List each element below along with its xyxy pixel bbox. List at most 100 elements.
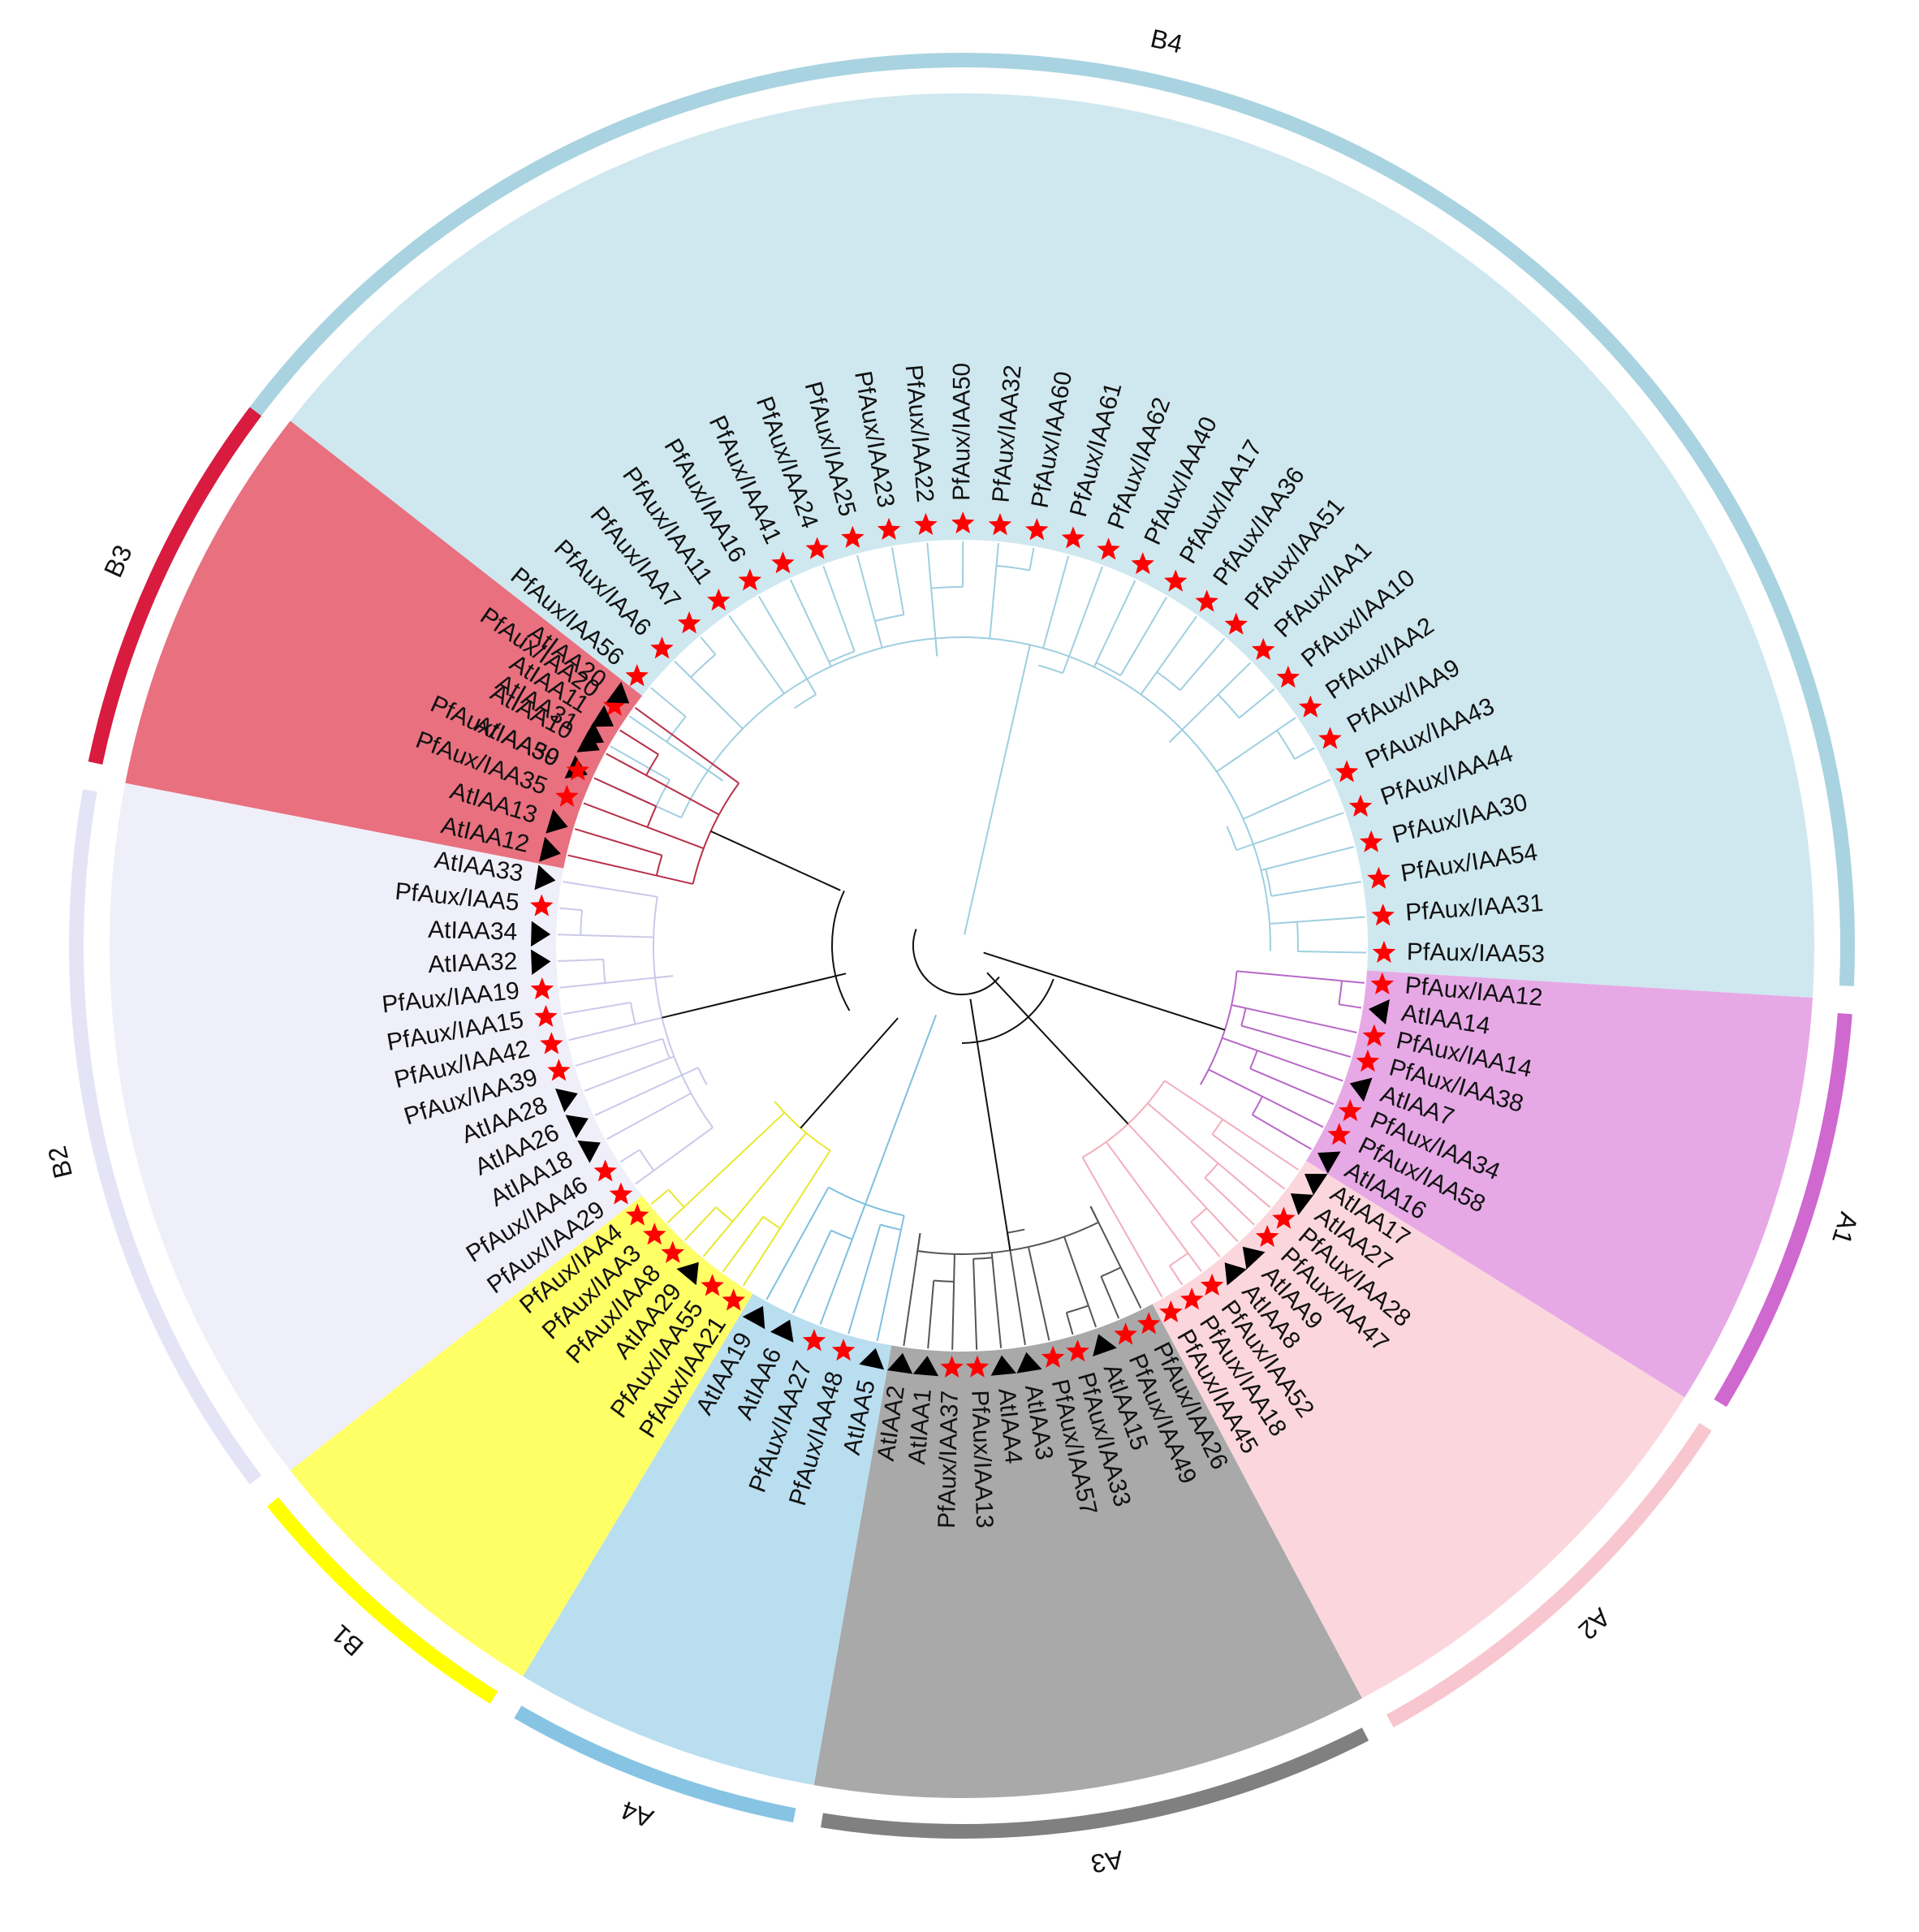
branch [931, 586, 964, 589]
branch [710, 830, 841, 891]
branch [916, 1233, 921, 1252]
clade-label-b4: B4 [1148, 24, 1185, 59]
branch [707, 770, 723, 782]
star-marker [707, 589, 731, 611]
star-marker [1339, 1098, 1362, 1122]
star-marker [1061, 526, 1085, 549]
branch [847, 1224, 882, 1335]
star-marker [1114, 1322, 1137, 1345]
branch [762, 1216, 781, 1230]
branch [1276, 730, 1296, 760]
clade-label-b2: B2 [42, 1143, 78, 1180]
star-marker [1159, 1300, 1183, 1322]
star-marker [1195, 589, 1218, 612]
branch [558, 934, 649, 938]
star-marker [1097, 537, 1120, 560]
star-marker [1041, 1345, 1065, 1368]
branch [634, 706, 709, 762]
branch [989, 542, 999, 634]
band-a3 [821, 1727, 1369, 1839]
branch [697, 1067, 708, 1085]
triangle-marker [1224, 1262, 1247, 1286]
star-marker [1327, 1123, 1351, 1145]
branch [1089, 1205, 1142, 1309]
triangle-marker [546, 809, 568, 834]
branch [1274, 973, 1365, 984]
branch [1007, 1228, 1025, 1234]
leaf-label: PfAux/IAA37 [934, 1390, 964, 1529]
branch [619, 1149, 640, 1163]
triangle-marker [606, 681, 630, 704]
branch [563, 881, 631, 894]
branch [1127, 1123, 1161, 1159]
branch [1261, 856, 1310, 871]
branch [1220, 717, 1296, 770]
star-marker [625, 1203, 649, 1226]
star-marker [988, 513, 1012, 536]
branch [1027, 1246, 1036, 1274]
branch [794, 693, 817, 709]
star-marker [1131, 552, 1155, 575]
triangle-marker [770, 1319, 794, 1343]
star-marker [914, 512, 938, 536]
triangle-marker [1016, 1352, 1042, 1374]
branch [819, 1281, 838, 1325]
branch [1169, 1265, 1184, 1286]
branch [983, 951, 1226, 1031]
branch [1179, 637, 1226, 691]
branch [1268, 778, 1331, 809]
branch [611, 865, 693, 885]
branch [567, 854, 613, 867]
branch [1249, 1067, 1335, 1106]
branch [558, 958, 604, 963]
branch [1342, 916, 1365, 920]
branch [645, 753, 659, 776]
branch [891, 547, 905, 615]
star-marker [602, 693, 627, 716]
leaf-markers [529, 511, 1396, 1378]
branch [1089, 1205, 1100, 1223]
branch [708, 760, 740, 784]
branch [705, 807, 720, 816]
branch [666, 716, 687, 743]
branch [791, 1230, 832, 1313]
triangle-marker [887, 1352, 913, 1374]
branch [1238, 688, 1275, 719]
star-marker [802, 1329, 826, 1352]
clade-label-a1: A1 [1826, 1209, 1864, 1248]
clade-label-a4: A4 [617, 1795, 657, 1833]
branch [606, 753, 707, 809]
star-marker [1136, 1312, 1161, 1335]
band-a4 [514, 1706, 796, 1823]
branch [1249, 1050, 1258, 1069]
branch [1296, 921, 1299, 952]
branch [627, 1055, 675, 1076]
branch [874, 614, 904, 623]
star-marker [701, 1274, 724, 1296]
star-marker [1370, 972, 1395, 994]
star-marker [547, 1059, 571, 1081]
star-marker [650, 636, 674, 659]
star-marker [1066, 1339, 1089, 1362]
branch [1199, 971, 1238, 1085]
branch [1302, 1115, 1324, 1128]
branch [864, 1014, 938, 1205]
star-marker [1251, 637, 1275, 661]
branch [1182, 615, 1197, 636]
branch [662, 972, 847, 1019]
star-marker [1367, 866, 1391, 889]
triangle-marker [1290, 1193, 1314, 1216]
branch [1140, 634, 1184, 696]
branch [666, 1159, 735, 1223]
branch [1208, 1068, 1304, 1118]
branch [1190, 1221, 1221, 1257]
branch [1211, 1119, 1224, 1135]
branch [880, 1223, 902, 1231]
branch [822, 565, 856, 652]
sector-a3 [813, 1304, 1362, 1799]
star-marker [1179, 1287, 1204, 1310]
clade-label-a3: A3 [1089, 1845, 1125, 1879]
triangle-marker [990, 1355, 1016, 1376]
branch [1168, 729, 1183, 744]
leaf-label: AtIAA32 [428, 948, 518, 978]
